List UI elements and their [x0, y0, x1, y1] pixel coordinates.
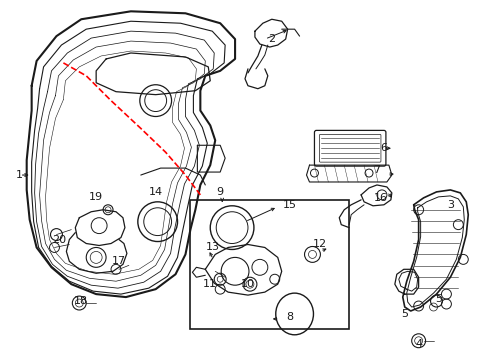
Text: 15: 15: [282, 200, 296, 210]
Text: 18: 18: [74, 296, 88, 306]
Text: 13: 13: [206, 243, 220, 252]
Text: 19: 19: [89, 192, 103, 202]
Text: 8: 8: [285, 312, 293, 322]
Bar: [190, 200, 348, 329]
Text: 5: 5: [434, 294, 441, 304]
Text: 9: 9: [216, 187, 224, 197]
Text: 6: 6: [380, 143, 386, 153]
Text: 16: 16: [373, 193, 387, 203]
Text: 1: 1: [16, 170, 23, 180]
Text: 14: 14: [148, 187, 163, 197]
Text: 10: 10: [241, 279, 254, 289]
Text: 4: 4: [414, 339, 421, 349]
Text: 5: 5: [401, 309, 407, 319]
Text: 7: 7: [373, 165, 380, 175]
Text: 17: 17: [112, 256, 126, 266]
Text: 2: 2: [268, 34, 275, 44]
Text: 20: 20: [52, 234, 66, 244]
Text: 11: 11: [203, 279, 217, 289]
Text: 12: 12: [312, 239, 326, 249]
Text: 3: 3: [446, 200, 453, 210]
